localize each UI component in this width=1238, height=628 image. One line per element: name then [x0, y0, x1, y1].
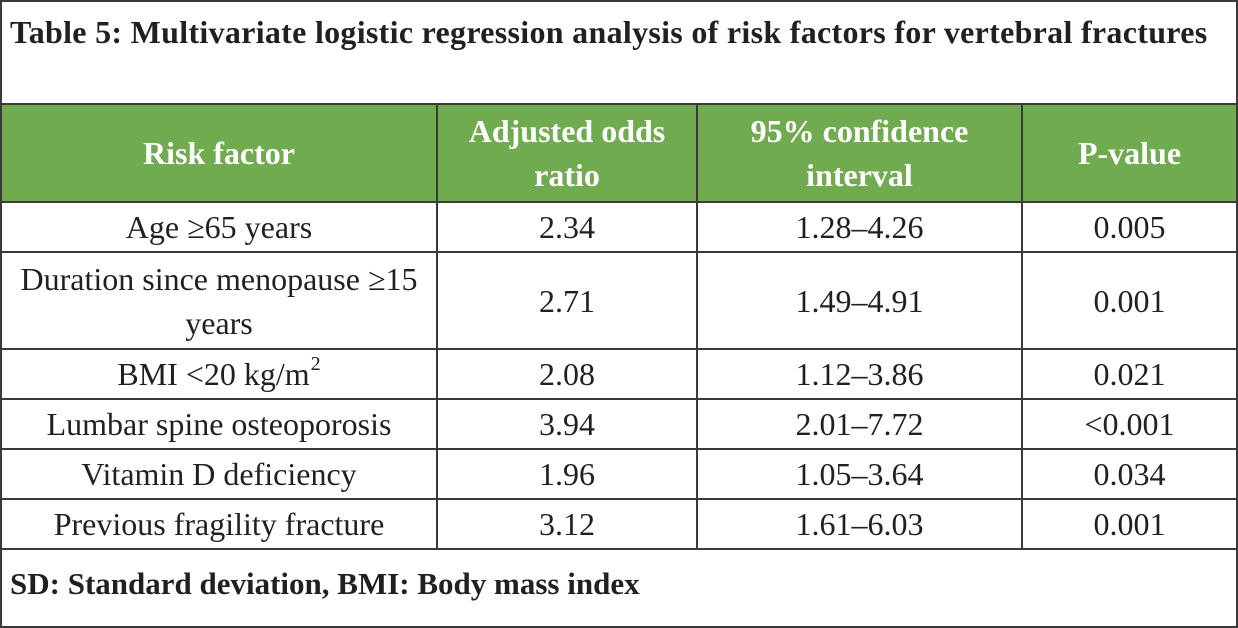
header-p-value: P-value — [1021, 105, 1236, 203]
risk-factor-cell: Duration since menopause ≥15 years — [2, 251, 438, 350]
p-value-cell: 0.034 — [1021, 448, 1236, 500]
p-value-cell: 0.001 — [1021, 498, 1236, 550]
risk-factor-cell: Previous fragility fracture — [2, 498, 438, 550]
risk-factor-cell: Lumbar spine osteoporosis — [2, 398, 438, 450]
ci-cell: 1.12–3.86 — [696, 348, 1023, 400]
header-row: Risk factor Adjusted odds ratio 95% conf… — [2, 105, 1236, 203]
odds-ratio-cell: 2.71 — [436, 251, 698, 350]
table-row: Vitamin D deficiency 1.96 1.05–3.64 0.03… — [2, 448, 1236, 500]
odds-ratio-cell: 2.08 — [436, 348, 698, 400]
table-row: BMI <20 kg/m2 2.08 1.12–3.86 0.021 — [2, 348, 1236, 400]
odds-ratio-cell: 1.96 — [436, 448, 698, 500]
table-row: Age ≥65 years 2.34 1.28–4.26 0.005 — [2, 201, 1236, 253]
table-row: Previous fragility fracture 3.12 1.61–6.… — [2, 498, 1236, 550]
regression-table: Risk factor Adjusted odds ratio 95% conf… — [2, 105, 1236, 550]
odds-ratio-cell: 3.12 — [436, 498, 698, 550]
ci-cell: 1.28–4.26 — [696, 201, 1023, 253]
odds-ratio-cell: 2.34 — [436, 201, 698, 253]
risk-factor-cell: BMI <20 kg/m2 — [2, 348, 438, 400]
p-value-cell: 0.021 — [1021, 348, 1236, 400]
ci-cell: 1.49–4.91 — [696, 251, 1023, 350]
table-row: Duration since menopause ≥15 years 2.71 … — [2, 251, 1236, 350]
ci-cell: 1.61–6.03 — [696, 498, 1023, 550]
ci-cell: 2.01–7.72 — [696, 398, 1023, 450]
table-footnote: SD: Standard deviation, BMI: Body mass i… — [10, 566, 640, 601]
p-value-cell: 0.005 — [1021, 201, 1236, 253]
superscript: 2 — [310, 353, 321, 375]
p-value-cell: <0.001 — [1021, 398, 1236, 450]
table-title: Table 5: Multivariate logistic regressio… — [2, 2, 1236, 105]
odds-ratio-cell: 3.94 — [436, 398, 698, 450]
risk-factor-cell: Vitamin D deficiency — [2, 448, 438, 500]
table-row: Lumbar spine osteoporosis 3.94 2.01–7.72… — [2, 398, 1236, 450]
risk-factor-text: BMI <20 kg/m — [117, 356, 310, 392]
risk-factor-cell: Age ≥65 years — [2, 201, 438, 253]
header-risk-factor: Risk factor — [2, 105, 438, 203]
p-value-cell: 0.001 — [1021, 251, 1236, 350]
ci-cell: 1.05–3.64 — [696, 448, 1023, 500]
header-odds-ratio: Adjusted odds ratio — [436, 105, 698, 203]
header-confidence-interval: 95% confidence interval — [696, 105, 1023, 203]
